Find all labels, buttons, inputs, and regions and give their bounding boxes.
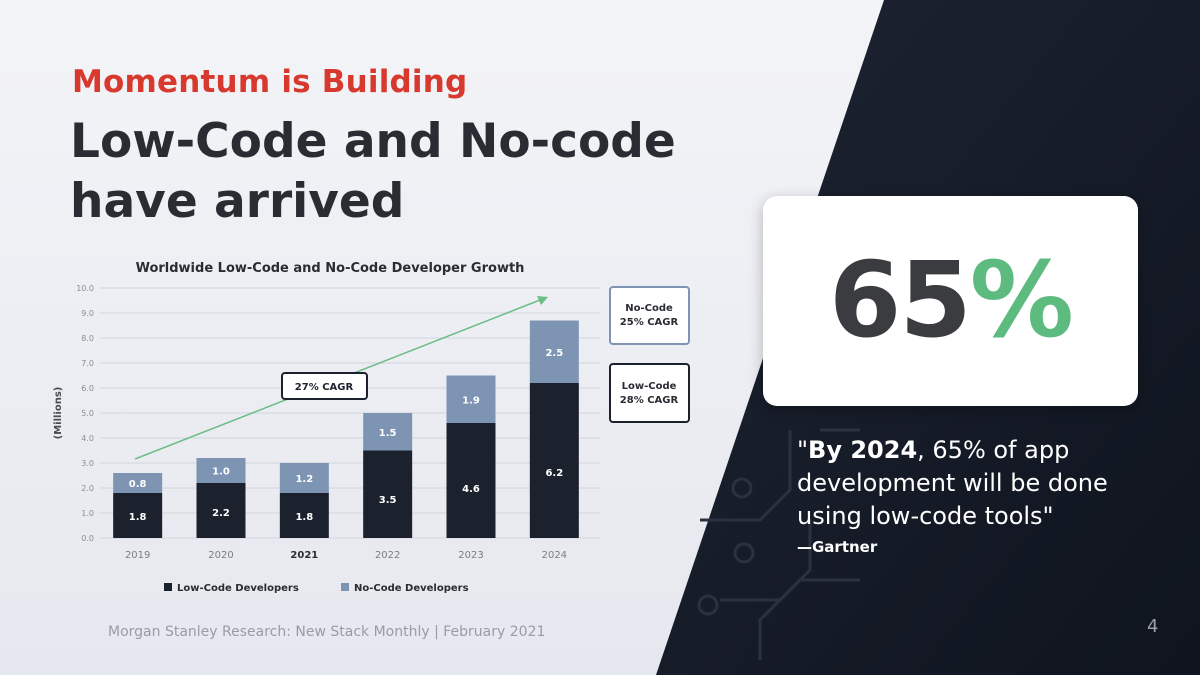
y-axis-label: (Millions) [53,387,64,440]
no-code-cagr-line2: 25% CAGR [620,317,679,328]
x-tick-label: 2021 [290,550,318,561]
data-label: 1.0 [212,467,230,478]
page-number: 4 [1147,616,1159,637]
no-code-cagr-box [609,286,690,345]
chart-title: Worldwide Low-Code and No-Code Developer… [136,261,525,276]
stat-card: 65% [763,196,1138,406]
y-tick-label: 7.0 [81,359,94,368]
bar-low-code [363,450,413,538]
bar-no-code [113,473,163,493]
no-code-cagr-line1: No-Code [625,303,673,314]
bar-low-code [113,493,163,538]
stat-value: 65% [763,240,1138,360]
y-tick-label: 0.0 [81,534,94,543]
quote-bold: By 2024 [808,436,918,464]
headline-line-2: have arrived [70,174,405,229]
legend-swatch-no-code [341,583,349,591]
y-tick-label: 5.0 [81,409,94,418]
data-label: 2.5 [545,348,563,359]
data-label: 6.2 [545,468,563,479]
bar-low-code [446,423,496,538]
data-label: 1.8 [129,512,147,523]
legend-label-no-code: No-Code Developers [354,583,469,594]
source-citation: Morgan Stanley Research: New Stack Month… [108,624,546,640]
y-tick-label: 6.0 [81,384,94,393]
bar-no-code [529,320,579,383]
data-label: 0.8 [129,479,147,490]
data-label: 1.2 [295,474,313,485]
cagr-label: 27% CAGR [295,382,354,393]
headline: Low-Code and No-code have arrived [70,112,730,232]
headline-line-1: Low-Code and No-code [70,114,676,169]
x-tick-label: 2020 [208,550,233,561]
percent-sign: % [969,239,1074,361]
legend-label-low-code: Low-Code Developers [177,583,299,594]
y-tick-label: 10.0 [76,284,94,293]
bar-no-code [446,375,496,423]
bar-no-code [279,463,329,493]
y-tick-label: 4.0 [81,434,94,443]
growth-chart: Worldwide Low-Code and No-Code Developer… [53,261,690,594]
data-label: 1.8 [295,512,313,523]
cagr-box [281,372,368,400]
legend-swatch-low-code [164,583,172,591]
bar-no-code [196,458,246,483]
x-tick-label: 2024 [542,550,567,561]
bar-no-code [363,413,413,451]
bar-low-code [279,493,329,538]
x-tick-label: 2022 [375,550,400,561]
kicker-title: Momentum is Building [72,64,468,100]
x-tick-label: 2019 [125,550,150,561]
bar-low-code [529,383,579,538]
stat-number: 65 [829,239,972,361]
y-tick-label: 2.0 [81,484,94,493]
quote-rest: , 65% of app development will be done us… [797,436,1108,530]
low-code-cagr-line2: 28% CAGR [620,395,679,406]
quote-open: " [797,436,809,464]
data-label: 2.2 [212,508,230,519]
y-tick-label: 1.0 [81,509,94,518]
y-tick-label: 8.0 [81,334,94,343]
low-code-cagr-line1: Low-Code [622,381,677,392]
quote-attribution: —Gartner [797,538,878,556]
trend-arrowhead [537,296,548,305]
quote: "By 2024, 65% of app development will be… [797,434,1177,533]
data-label: 1.9 [462,395,480,406]
bar-low-code [196,483,246,538]
x-tick-label: 2023 [458,550,483,561]
data-label: 4.6 [462,484,480,495]
y-tick-label: 9.0 [81,309,94,318]
circuit-decoration [697,428,860,660]
y-tick-label: 3.0 [81,459,94,468]
data-label: 3.5 [379,495,397,506]
data-label: 1.5 [379,428,397,439]
low-code-cagr-box [609,363,690,423]
